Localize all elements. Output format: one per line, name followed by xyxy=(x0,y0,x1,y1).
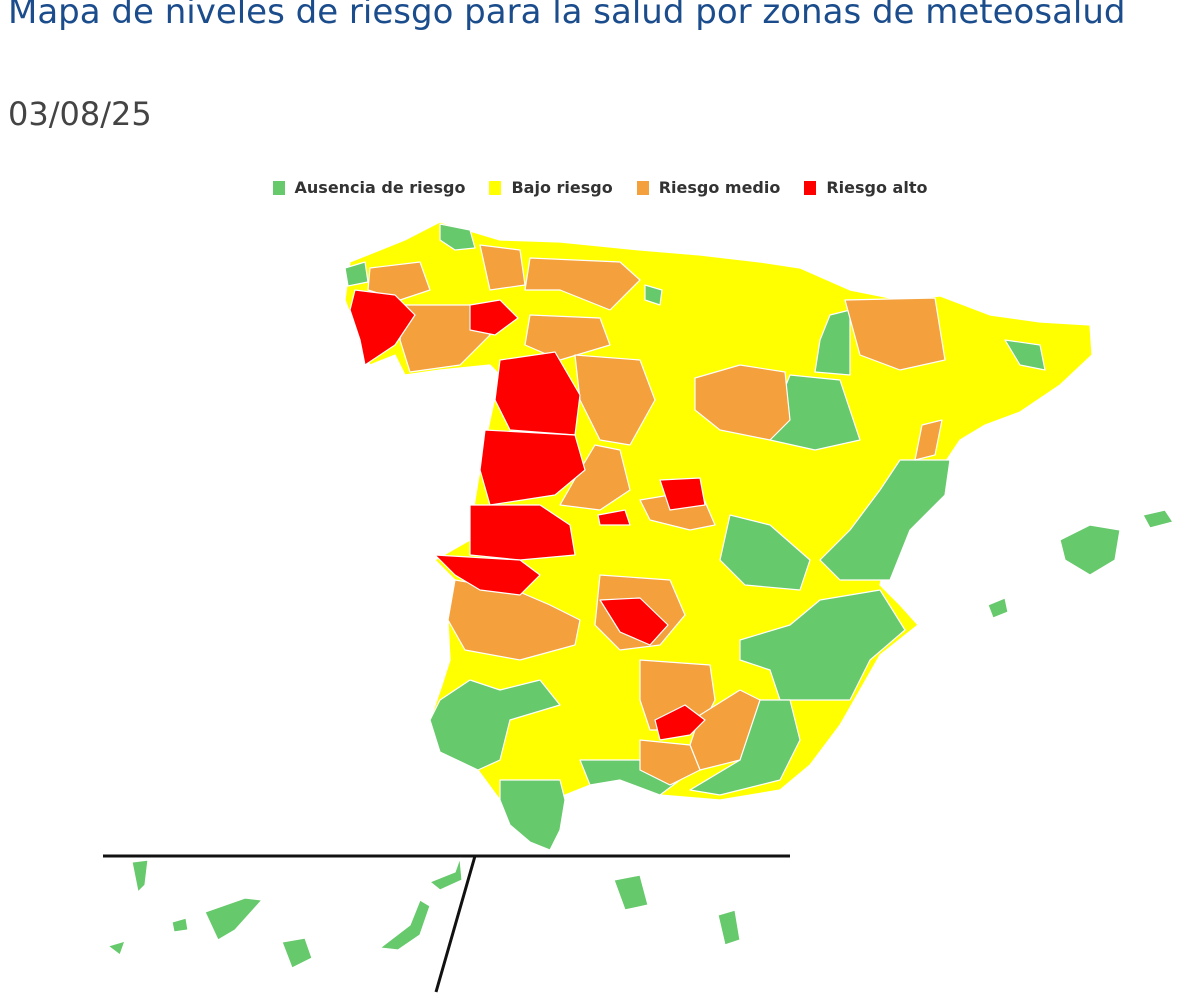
map-region-lanzarote[interactable] xyxy=(429,857,463,891)
map-region-cadiz-green[interactable] xyxy=(499,779,566,851)
map-date: 03/08/25 xyxy=(8,95,152,133)
map-region-la-palma[interactable] xyxy=(131,859,149,893)
canary-inset-border-diagonal xyxy=(434,855,477,993)
map-region-valencia-green[interactable] xyxy=(819,459,951,581)
map-region-ceuta-area[interactable] xyxy=(613,874,649,911)
map-region-catalonia-green[interactable] xyxy=(1004,339,1046,371)
map-region-tenerife[interactable] xyxy=(204,897,263,941)
map-region-leon-orange[interactable] xyxy=(479,244,526,291)
map-region-ciudadreal-red[interactable] xyxy=(599,597,669,646)
map-region-pyrenees-green[interactable] xyxy=(814,309,851,376)
map-region-melilla-area[interactable] xyxy=(717,909,741,946)
legend-label: Riesgo alto xyxy=(826,178,928,197)
map-region-extremadura-orange[interactable] xyxy=(447,579,581,661)
map-region-tarragona-orange[interactable] xyxy=(914,419,943,461)
map-region-soria-orange[interactable] xyxy=(694,364,791,441)
map-region-la-gomera[interactable] xyxy=(171,917,189,933)
map-region-gran-canaria[interactable] xyxy=(281,937,313,969)
legend-item-bajo[interactable]: Bajo riesgo xyxy=(489,178,613,197)
map-region-galicia-orange-1[interactable] xyxy=(367,261,431,301)
map-region-salamanca-red[interactable] xyxy=(479,429,586,506)
map-region-murcia-green[interactable] xyxy=(739,589,906,701)
map-region-asturias-orange[interactable] xyxy=(524,257,641,311)
map-region-toledo-red[interactable] xyxy=(597,509,631,526)
legend-label: Riesgo medio xyxy=(658,178,781,197)
map-region-huelva-green[interactable] xyxy=(429,679,561,771)
legend-item-alto[interactable]: Riesgo alto xyxy=(804,178,927,197)
map-region-huesca-orange[interactable] xyxy=(844,297,946,371)
map-region-cantabria-green[interactable] xyxy=(644,284,663,306)
map-region-caceres-red[interactable] xyxy=(469,504,576,561)
map-title: Mapa de niveles de riesgo para la salud … xyxy=(8,0,1126,32)
legend-swatch-green xyxy=(272,180,285,195)
map-region-avila-red[interactable] xyxy=(659,477,706,511)
legend-swatch-red xyxy=(804,180,817,195)
map-region-ourense-red[interactable] xyxy=(469,299,519,336)
map-region-el-hierro[interactable] xyxy=(107,940,126,956)
legend-swatch-orange xyxy=(636,180,649,195)
map-region-fuerteventura[interactable] xyxy=(379,899,431,951)
legend: Ausencia de riesgo Bajo riesgo Riesgo me… xyxy=(0,178,1200,197)
map-region-teruel-green[interactable] xyxy=(719,514,811,591)
map-region-palencia-orange[interactable] xyxy=(524,314,611,361)
map-region-badajoz-red[interactable] xyxy=(434,554,541,596)
legend-label: Bajo riesgo xyxy=(511,178,613,197)
map-region-galicia-nw-green[interactable] xyxy=(344,261,369,287)
map-region-almeria-green[interactable] xyxy=(689,699,801,796)
legend-item-ausencia[interactable]: Ausencia de riesgo xyxy=(272,178,466,197)
map-region-asturias-green[interactable] xyxy=(439,223,476,251)
map-region-coruna-red[interactable] xyxy=(349,289,416,366)
legend-swatch-yellow xyxy=(489,180,502,195)
legend-item-medio[interactable]: Riesgo medio xyxy=(636,178,781,197)
legend-label: Ausencia de riesgo xyxy=(294,178,466,197)
map-region-granada-south-orange[interactable] xyxy=(639,739,701,786)
map-region-ibiza[interactable] xyxy=(987,597,1009,619)
map-region-valladolid-orange[interactable] xyxy=(574,354,656,446)
map-region-mallorca[interactable] xyxy=(1059,524,1121,576)
map-region-menorca[interactable] xyxy=(1142,509,1174,529)
map-region-jaen-red[interactable] xyxy=(654,704,706,741)
